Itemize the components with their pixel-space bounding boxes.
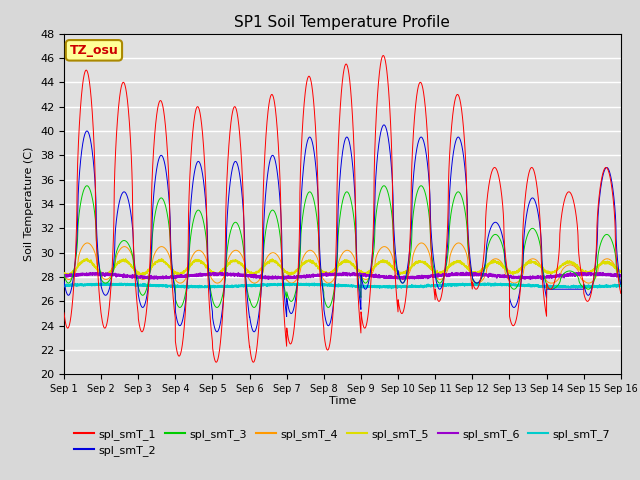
Legend: spl_smT_1, spl_smT_2, spl_smT_3, spl_smT_4, spl_smT_5, spl_smT_6, spl_smT_7: spl_smT_1, spl_smT_2, spl_smT_3, spl_smT… (70, 424, 615, 460)
Y-axis label: Soil Temperature (C): Soil Temperature (C) (24, 147, 35, 261)
Text: TZ_osu: TZ_osu (70, 44, 118, 57)
X-axis label: Time: Time (329, 396, 356, 406)
Title: SP1 Soil Temperature Profile: SP1 Soil Temperature Profile (234, 15, 451, 30)
